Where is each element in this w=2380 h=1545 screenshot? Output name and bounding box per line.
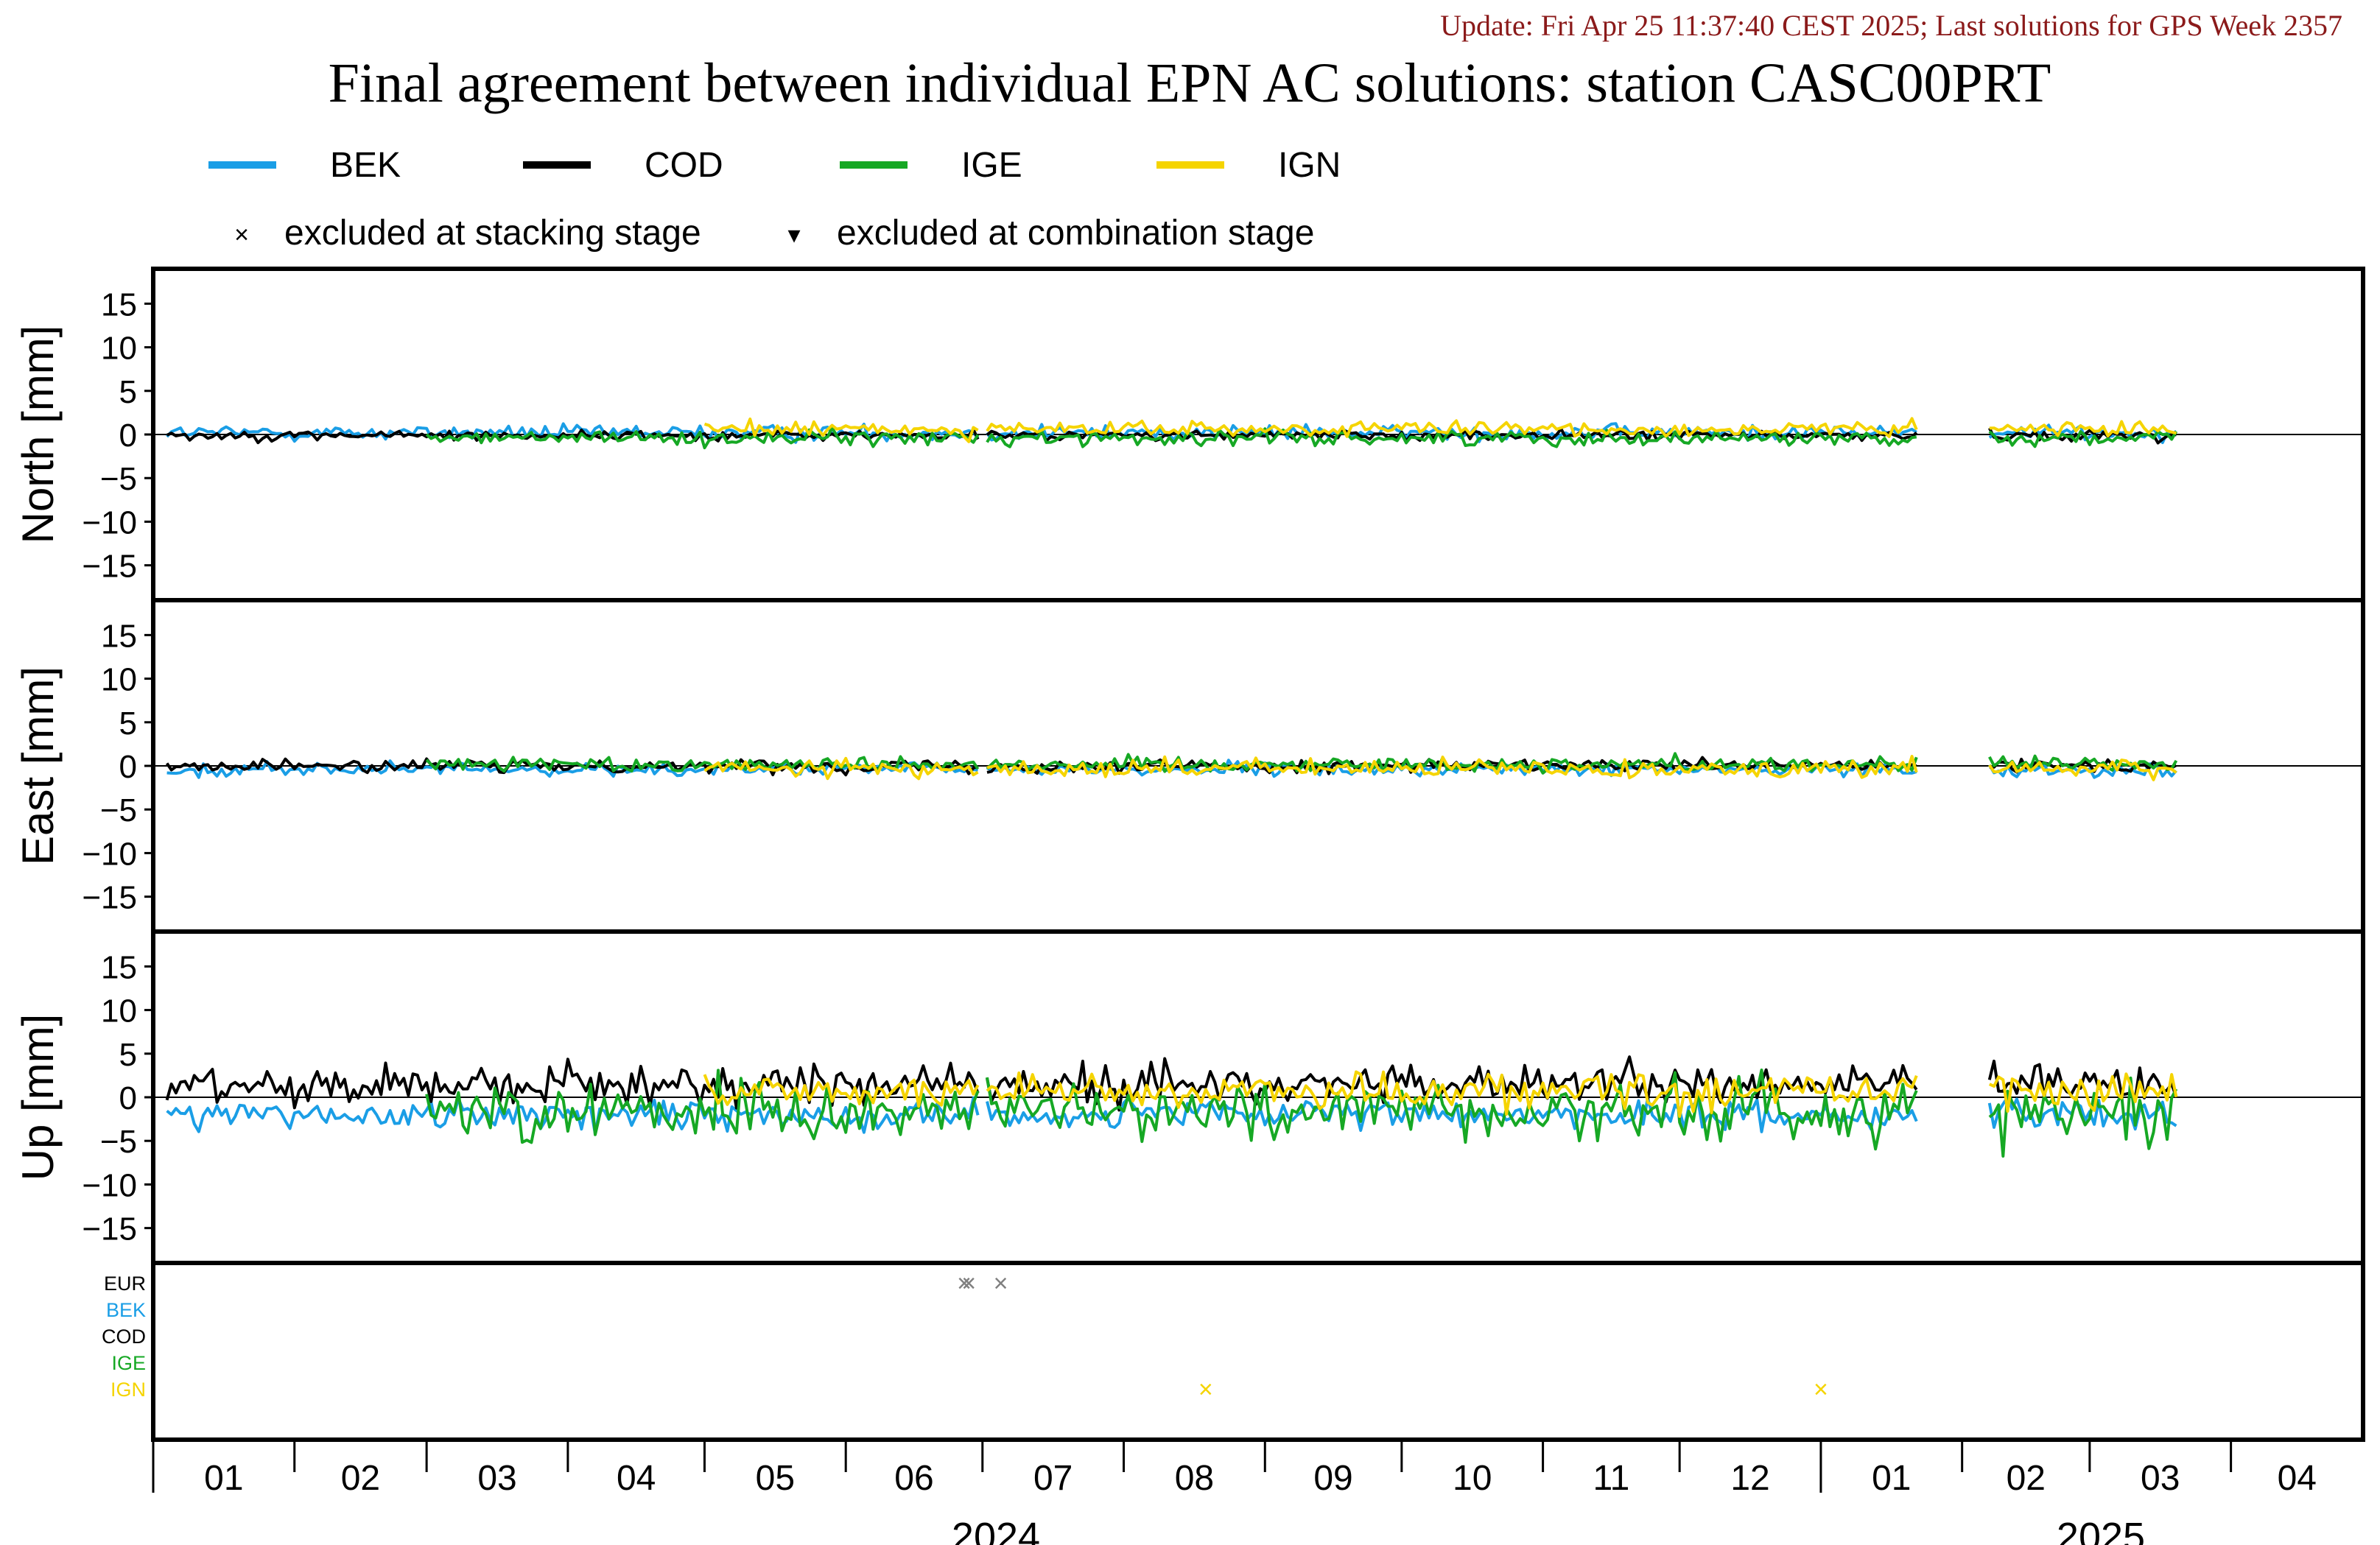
legend-marker-label: excluded at combination stage	[837, 214, 1314, 253]
y-tick-label: 10	[101, 662, 137, 698]
y-tick-label: 10	[101, 331, 137, 367]
series-line-ign	[703, 1070, 2178, 1118]
y-tick-label: −15	[82, 1211, 137, 1247]
y-tick-label: −5	[100, 461, 137, 497]
series-group	[165, 752, 2178, 781]
time-axis: 01 02 03 04 05 06 07 08 09 10 11 12 01 02 03 04 2024 2025	[152, 1440, 2317, 1545]
y-tick-label: 0	[119, 749, 137, 785]
series-line-ign	[703, 417, 2177, 443]
legend-label-cod: COD	[645, 146, 723, 185]
y-tick-label: 10	[101, 993, 137, 1030]
exclusion-marker: ×	[957, 1270, 972, 1298]
month-label: 09	[1313, 1459, 1352, 1498]
y-tick-label: 15	[101, 949, 137, 985]
month-label: 11	[1593, 1459, 1629, 1498]
exclusion-marker: ×	[961, 1270, 976, 1298]
year-label: 2024	[952, 1515, 1040, 1545]
y-tick-label: 15	[101, 286, 137, 323]
y-axis-label: North [mm]	[13, 325, 63, 544]
exclusion-marker: ×	[1814, 1376, 1828, 1404]
y-tick-label: 5	[119, 374, 137, 410]
exclusion-row-label-bek: BEK	[106, 1299, 146, 1321]
y-tick-label: −10	[82, 836, 137, 872]
exclusion-row-label-ige: IGE	[111, 1352, 146, 1374]
month-label: 02	[341, 1459, 380, 1498]
month-label: 03	[2141, 1459, 2180, 1498]
y-tick-label: 5	[119, 1037, 137, 1073]
y-axis-label: Up [mm]	[13, 1014, 63, 1181]
exclusion-marker: ×	[1198, 1376, 1213, 1404]
series-line-bek	[166, 1095, 2177, 1136]
legend-marker-symbol: ▾	[787, 221, 800, 249]
legend-label-ign: IGN	[1278, 146, 1341, 185]
series-line-ign	[703, 755, 2177, 781]
month-label: 05	[756, 1459, 795, 1498]
panel-north: 15 10 5 0 −5 −10 −15 North [mm]	[13, 267, 2365, 602]
y-tick-label: −5	[100, 1124, 137, 1160]
panels: 15 10 5 0 −5 −10 −15 North [mm] 15 10 5 0 −5 −10 −15 Ea…	[13, 267, 2365, 1265]
y-axis-label: East [mm]	[13, 666, 63, 865]
update-timestamp: Update: Fri Apr 25 11:37:40 CEST 2025; L…	[1440, 9, 2342, 42]
legend-marker-label: excluded at stacking stage	[284, 214, 701, 253]
series-line-ige	[425, 1069, 2178, 1158]
y-tick-label: −10	[82, 504, 137, 541]
legend: BEK COD IGE IGN × excluded at stacking stage ▾…	[208, 146, 1341, 253]
month-label: 04	[617, 1459, 656, 1498]
month-label: 03	[477, 1459, 516, 1498]
exclusion-row-label-eur: EUR	[104, 1273, 146, 1295]
y-tick-label: 0	[119, 1080, 137, 1116]
series-group	[166, 417, 2178, 450]
chart-title: Final agreement between individual EPN A…	[329, 52, 2051, 114]
series-line-ige	[425, 426, 2178, 450]
month-label: 10	[1453, 1459, 1492, 1498]
month-label: 07	[1033, 1459, 1073, 1498]
y-tick-label: −15	[82, 549, 137, 585]
month-label: 01	[1872, 1459, 1911, 1498]
exclusion-marker: ×	[994, 1270, 1008, 1298]
exclusion-row-label-cod: COD	[102, 1326, 146, 1348]
legend-label-ige: IGE	[961, 146, 1022, 185]
month-label: 06	[894, 1459, 933, 1498]
year-label: 2025	[2057, 1515, 2145, 1545]
month-label: 08	[1175, 1459, 1214, 1498]
exclusion-row-label-ign: IGN	[110, 1379, 146, 1401]
y-tick-label: 15	[101, 618, 137, 654]
y-tick-label: 0	[119, 418, 137, 454]
y-tick-label: 5	[119, 705, 137, 742]
month-label: 02	[2007, 1459, 2046, 1498]
panel-up: 15 10 5 0 −5 −10 −15 Up [mm]	[13, 929, 2365, 1265]
legend-marker-symbol: ×	[234, 221, 249, 249]
legend-label-bek: BEK	[330, 146, 401, 185]
month-label: 04	[2278, 1459, 2317, 1498]
series-group	[165, 1055, 2178, 1158]
month-label: 12	[1730, 1459, 1769, 1498]
y-tick-label: −15	[82, 880, 137, 916]
exclusion-frame	[151, 1261, 2365, 1442]
y-tick-label: −10	[82, 1167, 137, 1203]
y-tick-label: −5	[100, 792, 137, 828]
month-label: 01	[204, 1459, 243, 1498]
